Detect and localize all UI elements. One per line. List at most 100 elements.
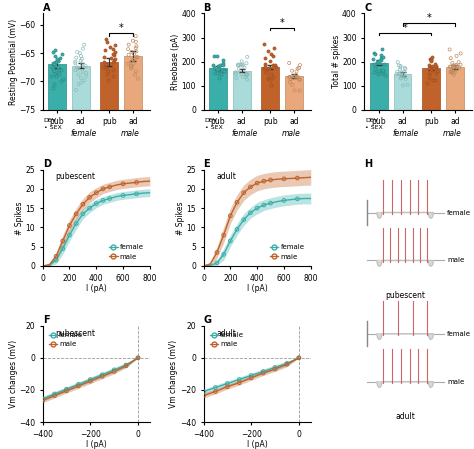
Point	[432, 70, 439, 77]
Bar	[446, 67, 464, 110]
Point	[452, 62, 460, 69]
Point	[125, 51, 132, 58]
Point	[247, 374, 255, 382]
Point	[296, 75, 303, 83]
Text: male: male	[121, 129, 140, 138]
Point	[51, 53, 58, 60]
Point	[393, 70, 401, 78]
Point	[425, 75, 433, 82]
Point	[133, 190, 140, 198]
Point	[220, 232, 228, 239]
Point	[82, 62, 90, 70]
Point	[446, 46, 454, 53]
Point	[259, 370, 267, 377]
Y-axis label: # Spikes: # Spikes	[176, 201, 185, 234]
Text: female: female	[447, 331, 471, 337]
Point	[295, 64, 303, 71]
Point	[212, 388, 219, 395]
Point	[243, 60, 250, 67]
Point	[227, 238, 234, 245]
Point	[213, 65, 220, 72]
Point	[370, 61, 377, 68]
Point	[236, 62, 243, 69]
Point	[132, 32, 139, 40]
Text: F: F	[43, 315, 49, 325]
Point	[453, 53, 460, 60]
Point	[133, 179, 140, 186]
Y-axis label: Resting Potential (mV): Resting Potential (mV)	[9, 18, 18, 105]
Point	[292, 71, 300, 79]
Point	[132, 44, 139, 52]
Point	[380, 68, 387, 75]
Point	[220, 66, 228, 74]
Point	[73, 54, 80, 61]
Point	[295, 354, 302, 361]
Point	[455, 58, 463, 66]
Point	[378, 55, 385, 62]
Point	[447, 55, 455, 62]
Legend: female, male: female, male	[207, 329, 247, 350]
Point	[100, 53, 108, 60]
X-axis label: I (pA): I (pA)	[247, 284, 267, 293]
Point	[122, 362, 130, 370]
Point	[59, 75, 66, 82]
Point	[243, 71, 250, 78]
Point	[81, 77, 88, 84]
Point	[49, 66, 56, 73]
Point	[262, 64, 269, 71]
Bar	[233, 70, 251, 110]
Point	[371, 65, 379, 72]
Point	[457, 50, 465, 57]
Point	[268, 70, 275, 77]
Point	[237, 71, 245, 78]
Point	[240, 189, 247, 196]
Point	[450, 71, 457, 78]
Point	[404, 81, 411, 88]
Point	[430, 65, 438, 72]
Point	[128, 63, 136, 70]
Point	[288, 67, 296, 74]
Point	[427, 66, 435, 74]
Point	[48, 64, 55, 71]
Point	[398, 69, 405, 76]
Text: female: female	[70, 129, 97, 138]
Point	[119, 192, 127, 199]
Point	[100, 64, 107, 71]
Point	[287, 75, 294, 83]
Point	[243, 71, 251, 78]
Point	[131, 56, 138, 63]
Point	[267, 50, 275, 57]
Point	[286, 78, 294, 85]
Point	[377, 52, 385, 59]
Point	[261, 60, 269, 67]
Point	[92, 189, 100, 196]
Point	[109, 73, 117, 80]
Point	[109, 50, 117, 57]
Point	[447, 63, 455, 70]
Polygon shape	[377, 334, 433, 339]
Point	[87, 378, 94, 385]
Point	[447, 69, 455, 76]
Point	[104, 76, 111, 84]
Point	[261, 54, 269, 62]
Point	[72, 66, 80, 74]
Point	[449, 70, 456, 77]
Point	[247, 372, 255, 379]
Point	[72, 86, 80, 93]
Point	[291, 87, 299, 94]
Point	[211, 69, 219, 76]
Point	[447, 68, 455, 75]
Point	[52, 256, 60, 264]
Point	[50, 81, 57, 88]
Point	[426, 68, 434, 75]
Text: DEV: DEV	[44, 119, 57, 123]
Point	[283, 360, 291, 367]
Point	[380, 60, 388, 67]
Point	[74, 381, 82, 388]
Point	[283, 361, 291, 368]
Point	[75, 81, 82, 88]
Point	[262, 66, 270, 73]
Point	[253, 180, 261, 187]
Point	[51, 392, 58, 399]
Point	[423, 79, 431, 87]
